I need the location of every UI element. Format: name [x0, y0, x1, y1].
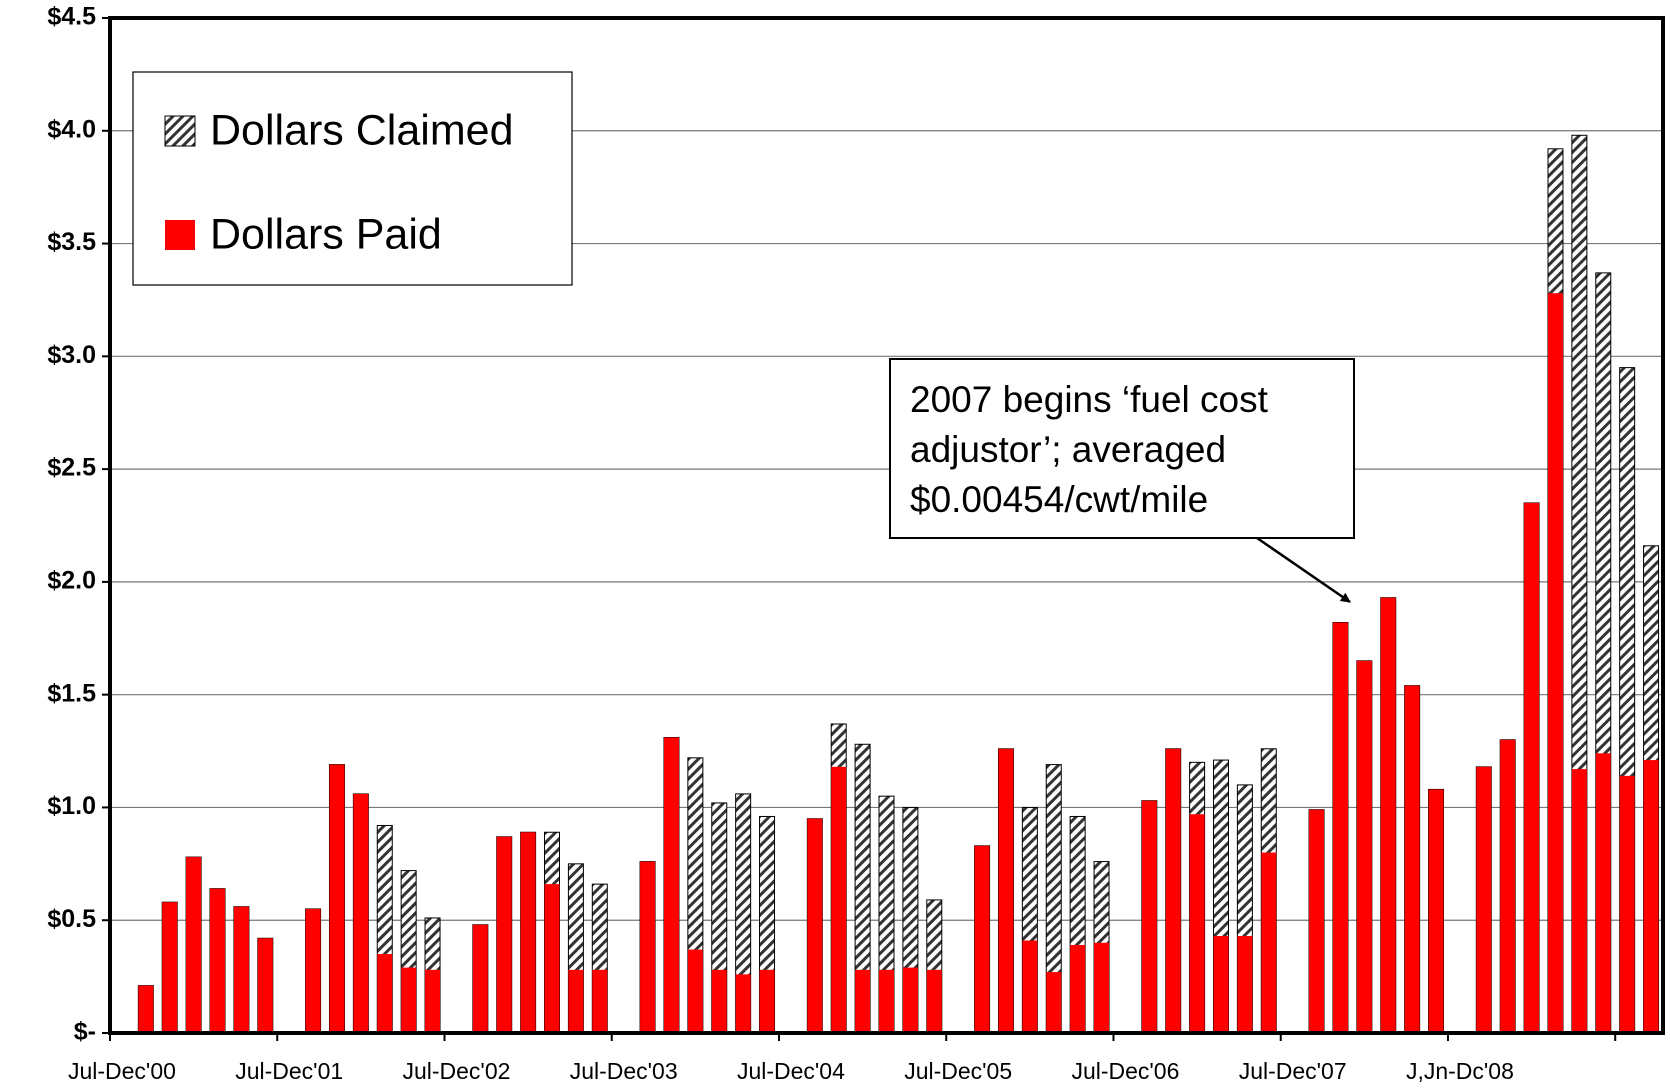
- y-tick-label: $1.5: [47, 679, 96, 707]
- annotation-arrow: [1256, 536, 1351, 604]
- bar-paid: [1141, 800, 1157, 1033]
- bar-paid: [926, 969, 942, 1033]
- bar-paid: [401, 967, 417, 1033]
- bar-paid: [162, 902, 178, 1033]
- bar-paid: [1476, 766, 1492, 1033]
- bar-paid: [879, 969, 894, 1033]
- x-tick-label: Jul-Dec'03: [570, 1058, 678, 1084]
- y-tick-label: $1.0: [47, 792, 96, 820]
- bar-paid: [353, 793, 369, 1033]
- bar-paid: [855, 969, 871, 1033]
- bar-paid: [711, 969, 727, 1033]
- bar-paid: [974, 845, 990, 1033]
- bar-paid: [998, 748, 1014, 1033]
- bar-paid: [1237, 936, 1253, 1033]
- bar-paid: [640, 861, 656, 1033]
- bar-paid: [1189, 814, 1205, 1033]
- plot-frame: [108, 16, 1665, 1035]
- legend-swatch: [165, 220, 195, 250]
- legend: Dollars Claimed Dollars Paid: [132, 71, 573, 286]
- x-tick-label: Jul-Dec'05: [904, 1058, 1012, 1084]
- bar-paid: [305, 908, 321, 1033]
- legend-label: Dollars Claimed: [210, 106, 513, 154]
- bar-paid: [1571, 769, 1587, 1033]
- legend-box: [132, 71, 573, 286]
- y-tick-label: $3.5: [47, 228, 96, 256]
- bar-paid: [1046, 972, 1062, 1033]
- bar-paid: [759, 969, 775, 1033]
- x-tick-label: Jul-Dec'04: [737, 1058, 845, 1084]
- x-tick-label: J,Jn-Dc'08: [1406, 1058, 1514, 1084]
- annotation: 2007 begins ‘fuel cost adjustor’; average…: [889, 358, 1355, 604]
- y-tick-label: $3.0: [47, 341, 96, 369]
- bar-paid: [1595, 753, 1611, 1033]
- bar-paid: [1022, 940, 1038, 1033]
- bar-paid: [1380, 597, 1396, 1033]
- bar-paid: [210, 888, 226, 1033]
- annotation-box: [889, 358, 1355, 539]
- y-tick-label: $4.5: [47, 3, 96, 31]
- bar-paid: [663, 737, 679, 1033]
- legend-label: Dollars Paid: [210, 210, 442, 258]
- bar-paid: [138, 985, 154, 1033]
- bar-paid: [329, 764, 345, 1033]
- bar-paid: [1309, 809, 1325, 1033]
- bar-paid: [1213, 936, 1229, 1033]
- bar-paid: [544, 884, 560, 1033]
- axes: $- $0.5 $1.0 $1.5 $2.0 $2.5 $3.0 $3.5 $4.0 $4.5 Ju…: [47, 3, 1665, 1084]
- bar-paid: [1332, 622, 1348, 1033]
- bar-paid: [472, 924, 488, 1033]
- bar-paid: [831, 766, 847, 1033]
- bar-paid: [1619, 775, 1635, 1033]
- bar-paid: [233, 906, 249, 1033]
- bar-paid: [592, 969, 608, 1033]
- bar-paid: [1643, 760, 1659, 1033]
- x-tick-label: Jul-Dec'00: [68, 1058, 176, 1084]
- bar-paid: [568, 969, 584, 1033]
- y-tick-label: $4.0: [47, 115, 96, 143]
- bar-paid: [1094, 942, 1110, 1033]
- bar-paid: [1356, 660, 1372, 1033]
- annotation-text: $0.00454/cwt/mile: [910, 479, 1208, 520]
- bar-paid: [687, 949, 703, 1033]
- annotation-text: 2007 begins ‘fuel cost: [910, 379, 1269, 420]
- y-tick-label: $2.0: [47, 566, 96, 594]
- x-tick-label: Jul-Dec'07: [1239, 1058, 1347, 1084]
- bar-paid: [1261, 852, 1277, 1033]
- y-tick-label: $0.5: [47, 905, 96, 933]
- y-tick-label: $-: [74, 1018, 96, 1046]
- bar-paid: [1547, 293, 1563, 1034]
- bar-paid: [186, 857, 202, 1033]
- bar-paid: [1500, 739, 1516, 1033]
- bar-paid: [425, 969, 441, 1033]
- x-tick-label: Jul-Dec'06: [1071, 1058, 1179, 1084]
- bar-paid: [1404, 685, 1420, 1033]
- bar-paid: [1070, 945, 1086, 1033]
- bar-paid: [807, 818, 823, 1033]
- bar-paid: [902, 967, 918, 1033]
- bar-paid: [257, 938, 273, 1033]
- annotation-text: adjustor’; averaged: [910, 429, 1226, 470]
- x-tick-label: Jul-Dec'02: [402, 1058, 510, 1084]
- bar-paid: [735, 974, 751, 1033]
- bar-paid: [1428, 789, 1444, 1033]
- bar-paid: [1165, 748, 1181, 1033]
- bar-paid: [520, 832, 536, 1033]
- bar-paid: [496, 836, 512, 1033]
- x-tick-label: Jul-Dec'01: [235, 1058, 343, 1084]
- bar-paid: [377, 954, 393, 1033]
- bar-paid: [1524, 502, 1540, 1033]
- legend-swatch: [164, 115, 196, 147]
- y-tick-label: $2.5: [47, 454, 96, 482]
